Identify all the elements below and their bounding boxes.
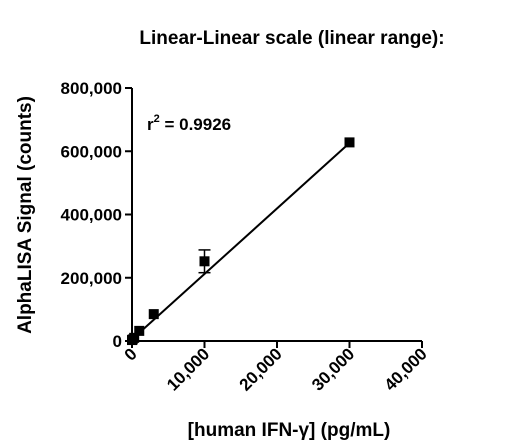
data-point [129,332,140,343]
data-point [344,137,355,148]
y-tick-label: 200,000 [61,269,122,288]
x-tick-label: 20,000 [236,344,286,394]
fit-layer [131,142,351,341]
x-tick-label: 30,000 [308,344,358,394]
chart-title: Linear-Linear scale (linear range): [139,28,444,49]
x-axis-title: [human IFN-γ] (pg/mL) [188,420,391,441]
x-ticks: 0 10,000 20,000 30,000 40,000 [121,341,431,395]
y-axis-title: AlphaLISA Signal (counts) [15,96,36,334]
y-ticks: 0 200,000 400,000 600,000 800,000 [61,79,132,351]
r2-annotation: r2 = 0.9926 [147,113,231,134]
x-tick-label: 0 [121,344,141,364]
y-tick-label: 400,000 [61,206,122,225]
y-tick-label: 0 [113,332,122,351]
r2-value: = 0.9926 [160,115,231,134]
data-points [127,137,355,346]
x-tick-label: 10,000 [163,344,213,394]
fit-line [131,142,351,341]
y-tick-label: 600,000 [61,142,122,161]
data-point [134,325,145,336]
r2-superscript: 2 [154,113,160,125]
data-point [148,309,159,320]
r2-prefix: r [147,115,154,134]
x-tick-label: 40,000 [381,344,431,394]
data-point [199,256,210,267]
plot-area: 0 200,000 400,000 600,000 800,000 0 10,000 20,… [61,79,431,395]
y-tick-label: 800,000 [61,79,122,98]
